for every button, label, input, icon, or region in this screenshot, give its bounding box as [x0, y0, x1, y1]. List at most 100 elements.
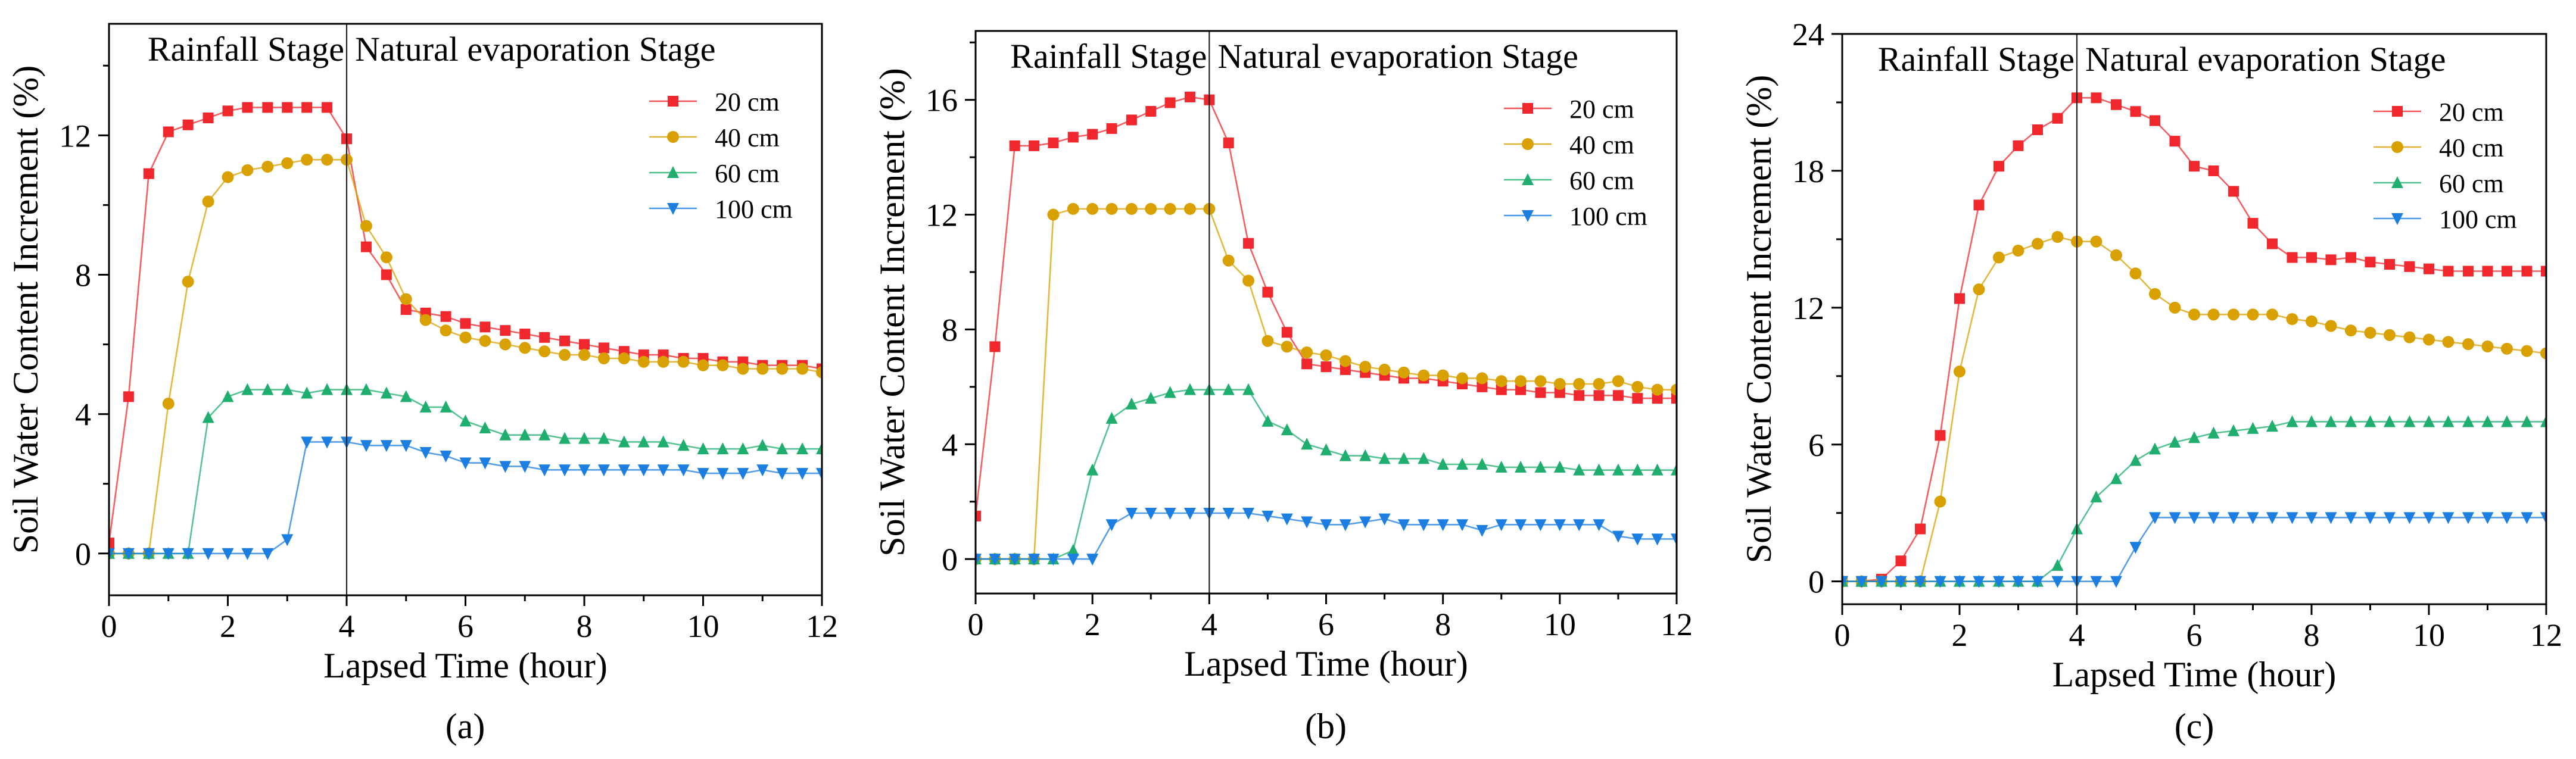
data-point-60cm — [459, 414, 472, 427]
data-point-40cm — [2423, 333, 2435, 346]
y-tick-label: 18 — [1792, 154, 1824, 189]
x-tick-label: 2 — [1952, 617, 1968, 653]
data-point-60cm — [796, 442, 809, 455]
data-point-60cm — [499, 428, 512, 441]
data-point-20cm — [1067, 132, 1079, 143]
data-point-40cm — [1515, 375, 1527, 388]
y-tick-label: 0 — [75, 536, 91, 572]
data-point-60cm — [2442, 415, 2454, 427]
data-point-60cm — [2364, 415, 2376, 427]
data-point-60cm — [2051, 558, 2064, 571]
data-point-100cm — [1515, 519, 1527, 532]
data-point-100cm — [1281, 513, 1293, 526]
legend-marker-100cm — [667, 203, 679, 215]
data-point-100cm — [697, 468, 709, 480]
data-point-60cm — [380, 386, 393, 399]
plot-area — [976, 91, 1677, 566]
data-point-20cm — [2032, 124, 2044, 135]
data-point-60cm — [1651, 463, 1664, 476]
data-point-40cm — [1671, 383, 1677, 396]
data-point-40cm — [1534, 375, 1547, 388]
x-tick-label: 0 — [968, 607, 984, 642]
data-point-40cm — [321, 154, 334, 166]
data-point-100cm — [1047, 554, 1060, 566]
data-point-40cm — [1086, 202, 1099, 215]
data-point-20cm — [1632, 393, 1643, 404]
data-point-100cm — [380, 440, 393, 452]
data-point-20cm — [1243, 238, 1254, 249]
data-point-60cm — [2325, 415, 2337, 427]
data-point-40cm — [657, 355, 669, 368]
x-tick-label: 4 — [1201, 607, 1217, 642]
stage-label-evaporation: Natural evaporation Stage — [1217, 37, 1578, 76]
x-axis-label: Lapsed Time (hour) — [1184, 644, 1468, 683]
data-point-100cm — [2442, 512, 2454, 524]
data-point-60cm — [321, 383, 334, 395]
data-point-60cm — [2247, 421, 2259, 434]
data-point-20cm — [2424, 263, 2434, 274]
data-point-60cm — [2188, 431, 2200, 443]
data-point-60cm — [2521, 415, 2533, 427]
data-point-20cm — [2110, 99, 2122, 110]
data-point-100cm — [1320, 519, 1332, 532]
data-point-20cm — [1340, 364, 1351, 375]
data-point-20cm — [2247, 218, 2259, 229]
data-point-60cm — [717, 442, 729, 455]
y-tick-label: 24 — [1792, 17, 1824, 52]
data-point-20cm — [1554, 387, 1565, 398]
data-point-60cm — [1515, 460, 1527, 473]
data-point-100cm — [1008, 554, 1021, 566]
panel-label: (b) — [1305, 707, 1347, 746]
data-point-60cm — [241, 383, 254, 395]
data-point-60cm — [2227, 424, 2239, 436]
data-point-20cm — [1954, 293, 1965, 304]
data-point-100cm — [657, 464, 669, 477]
data-point-60cm — [2129, 454, 2142, 466]
data-point-40cm — [1320, 349, 1332, 361]
data-point-100cm — [400, 440, 412, 452]
data-point-20cm — [2521, 266, 2533, 277]
y-tick-label: 12 — [926, 198, 958, 233]
data-point-40cm — [1437, 369, 1449, 382]
data-point-100cm — [241, 548, 254, 560]
data-point-100cm — [360, 440, 372, 452]
data-point-20cm — [1087, 129, 1098, 140]
data-point-20cm — [519, 328, 531, 339]
data-point-60cm — [637, 435, 650, 448]
data-point-60cm — [697, 442, 709, 455]
data-point-60cm — [1612, 463, 1624, 476]
data-point-40cm — [2012, 245, 2024, 257]
data-point-100cm — [559, 464, 571, 477]
data-point-60cm — [202, 411, 214, 423]
data-point-100cm — [459, 457, 472, 470]
data-point-100cm — [1397, 519, 1410, 532]
data-point-20cm — [2150, 115, 2161, 126]
data-point-40cm — [756, 363, 769, 375]
data-point-40cm — [1954, 366, 1966, 378]
y-tick-label: 0 — [1808, 564, 1824, 600]
data-point-20cm — [1652, 393, 1663, 404]
x-tick-label: 0 — [1834, 617, 1851, 653]
data-point-40cm — [1281, 341, 1293, 353]
data-point-100cm — [1895, 576, 1907, 588]
data-point-100cm — [2266, 512, 2279, 524]
data-point-40cm — [2364, 326, 2376, 339]
data-point-40cm — [2306, 315, 2318, 327]
data-point-100cm — [1378, 513, 1391, 526]
y-axis-label: Soil Water Content Increment (%) — [6, 65, 45, 554]
data-point-40cm — [162, 398, 175, 410]
x-tick-label: 4 — [2069, 617, 2085, 653]
data-point-40cm — [2169, 301, 2181, 314]
data-point-60cm — [1359, 449, 1372, 461]
data-point-100cm — [1495, 519, 1507, 532]
data-point-60cm — [2169, 435, 2181, 448]
data-point-100cm — [202, 548, 214, 560]
data-point-20cm — [2365, 257, 2376, 268]
data-point-20cm — [163, 126, 174, 138]
data-point-40cm — [499, 338, 512, 351]
data-point-40cm — [182, 276, 194, 288]
data-point-60cm — [1495, 460, 1507, 473]
data-point-60cm — [1320, 443, 1332, 455]
data-point-20cm — [2169, 136, 2181, 147]
data-point-20cm — [440, 311, 451, 322]
